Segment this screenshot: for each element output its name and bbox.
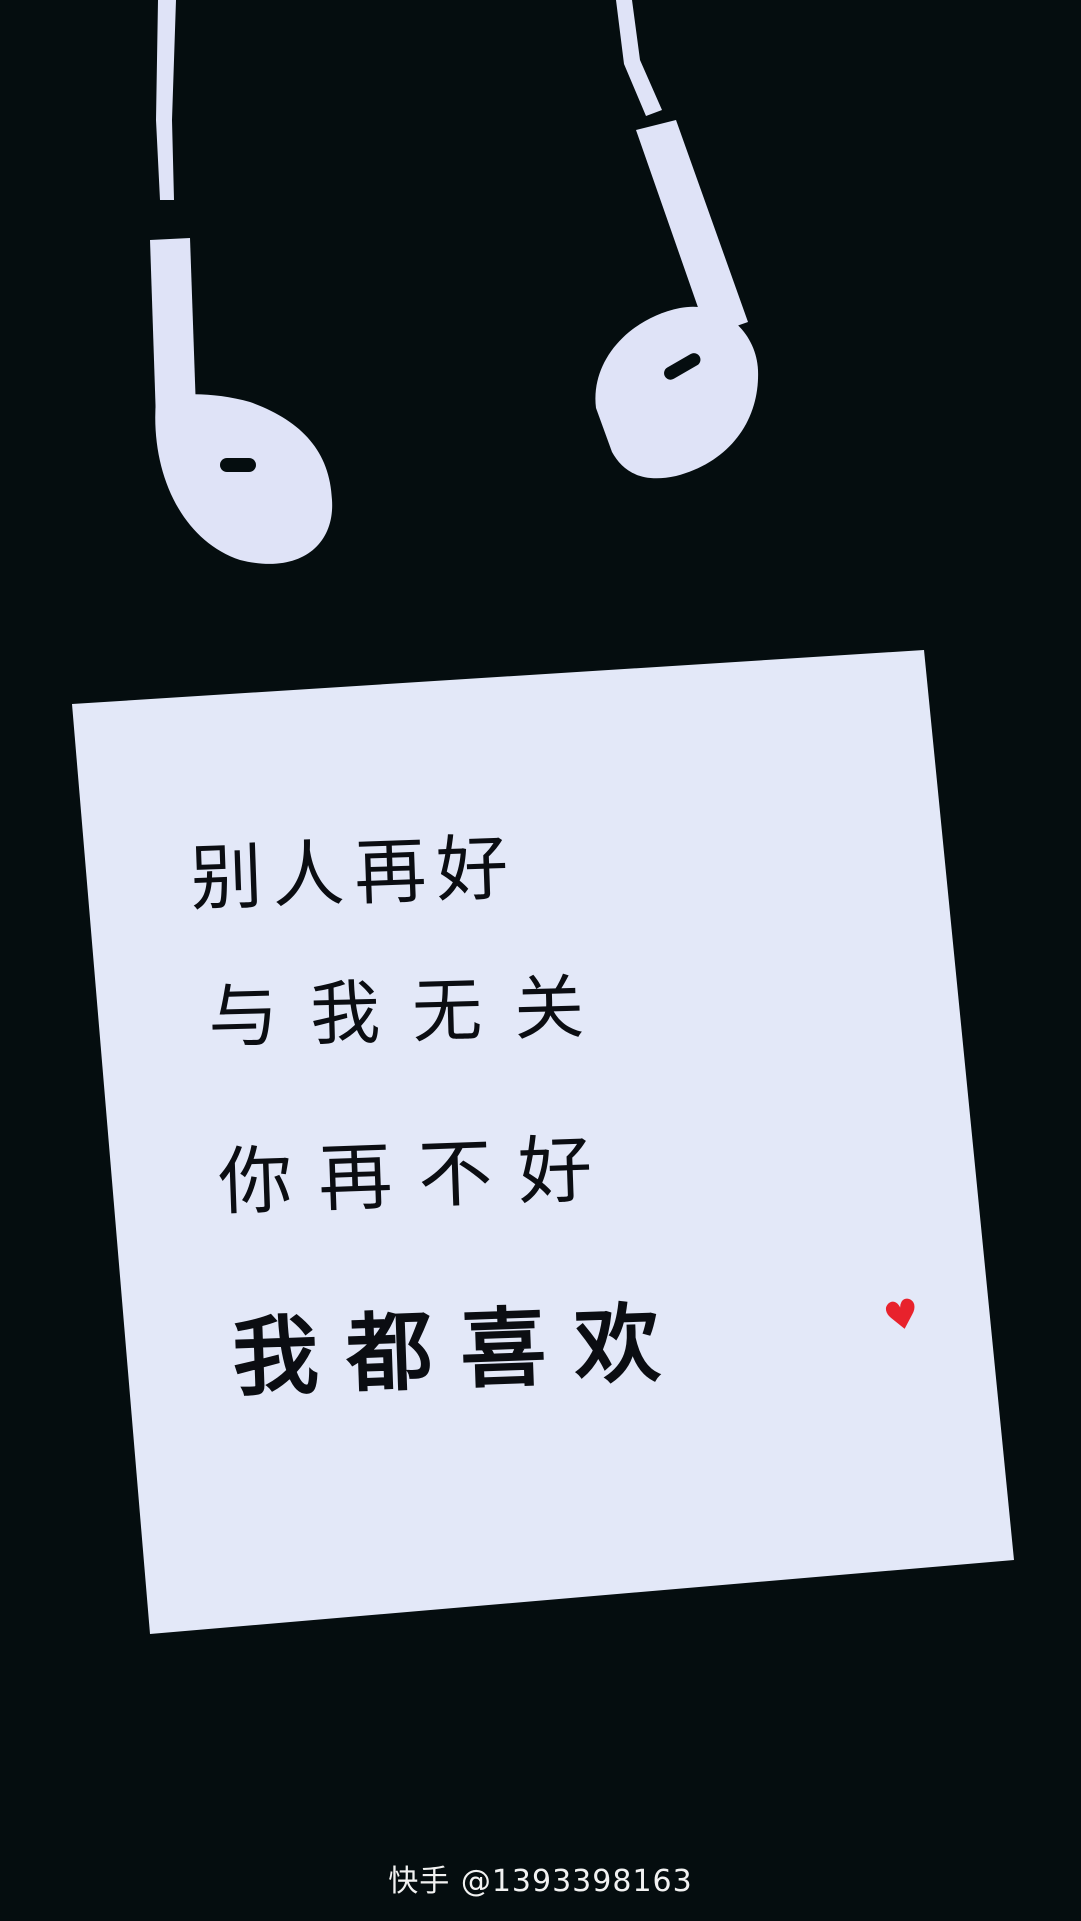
right-earphone-bud [595, 306, 759, 479]
watermark: 快手 @1393398163 [388, 1864, 693, 1899]
right-earphone [595, 0, 759, 479]
note-line-3: 你再不好 [216, 1126, 620, 1226]
left-earphone-stem [150, 238, 196, 420]
note-paper [72, 650, 1014, 1634]
note-line-2: 与我无关 [207, 965, 618, 1059]
left-earphone [150, 0, 333, 564]
left-earphone-grille [220, 458, 256, 472]
right-earphone-stem [636, 120, 748, 336]
right-earphone-cable [616, 0, 662, 116]
right-earphone-grille [664, 353, 701, 380]
note-line-4: 我都喜欢 [230, 1292, 690, 1409]
left-earphone-cable [156, 0, 176, 200]
left-earphone-bud [155, 394, 333, 564]
note-line-1: 别人再好 [188, 825, 520, 921]
